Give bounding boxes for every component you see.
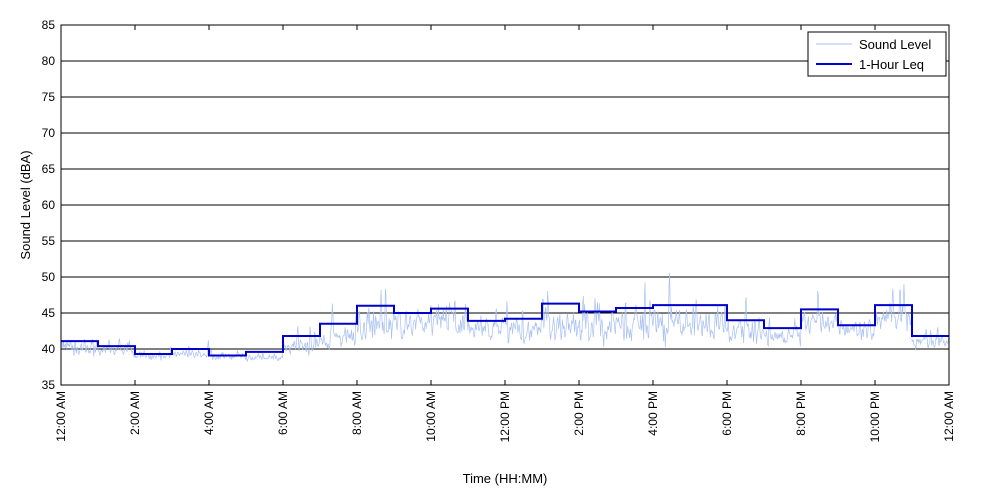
y-tick-label: 75	[42, 90, 56, 104]
y-tick-label: 35	[42, 378, 56, 392]
y-tick-label: 55	[42, 234, 56, 248]
y-tick-label: 45	[42, 306, 56, 320]
x-tick-label: 8:00 AM	[350, 391, 364, 435]
y-tick-label: 85	[42, 18, 56, 32]
y-tick-label: 70	[42, 126, 56, 140]
y-tick-label: 80	[42, 54, 56, 68]
leq-step-line	[61, 302, 949, 357]
y-axis-label: Sound Level (dBA)	[18, 150, 33, 259]
x-tick-label: 12:00 AM	[942, 391, 956, 442]
x-tick-label: 4:00 AM	[202, 391, 216, 435]
x-tick-label: 8:00 PM	[794, 391, 808, 436]
x-tick-label: 4:00 PM	[646, 391, 660, 436]
legend-box	[807, 31, 947, 77]
x-tick-label: 12:00 PM	[498, 391, 512, 442]
x-tick-label: 6:00 PM	[720, 391, 734, 436]
y-tick-label: 50	[42, 270, 56, 284]
legend-entry-leq: 1-Hour Leq	[859, 57, 924, 72]
x-tick-label: 12:00 AM	[54, 391, 68, 442]
y-tick-label: 60	[42, 198, 56, 212]
legend-entry-sound-level: Sound Level	[859, 37, 931, 52]
x-tick-label: 10:00 AM	[424, 391, 438, 442]
legend: Sound Level 1-Hour Leq	[807, 31, 947, 77]
x-tick-label: 6:00 AM	[276, 391, 290, 435]
x-tick-label: 2:00 PM	[572, 391, 586, 436]
axes: 35 40 45 50 55 60 65 70 75 80 85 12:00 AM 2:00 AM 4:0…	[42, 18, 956, 442]
y-tick-label: 65	[42, 162, 56, 176]
y-tick-label: 40	[42, 342, 56, 356]
x-tick-label: 2:00 AM	[128, 391, 142, 435]
x-axis-label: Time (HH:MM)	[463, 471, 548, 486]
leq-series	[61, 302, 949, 357]
x-tick-label: 10:00 PM	[868, 391, 882, 442]
